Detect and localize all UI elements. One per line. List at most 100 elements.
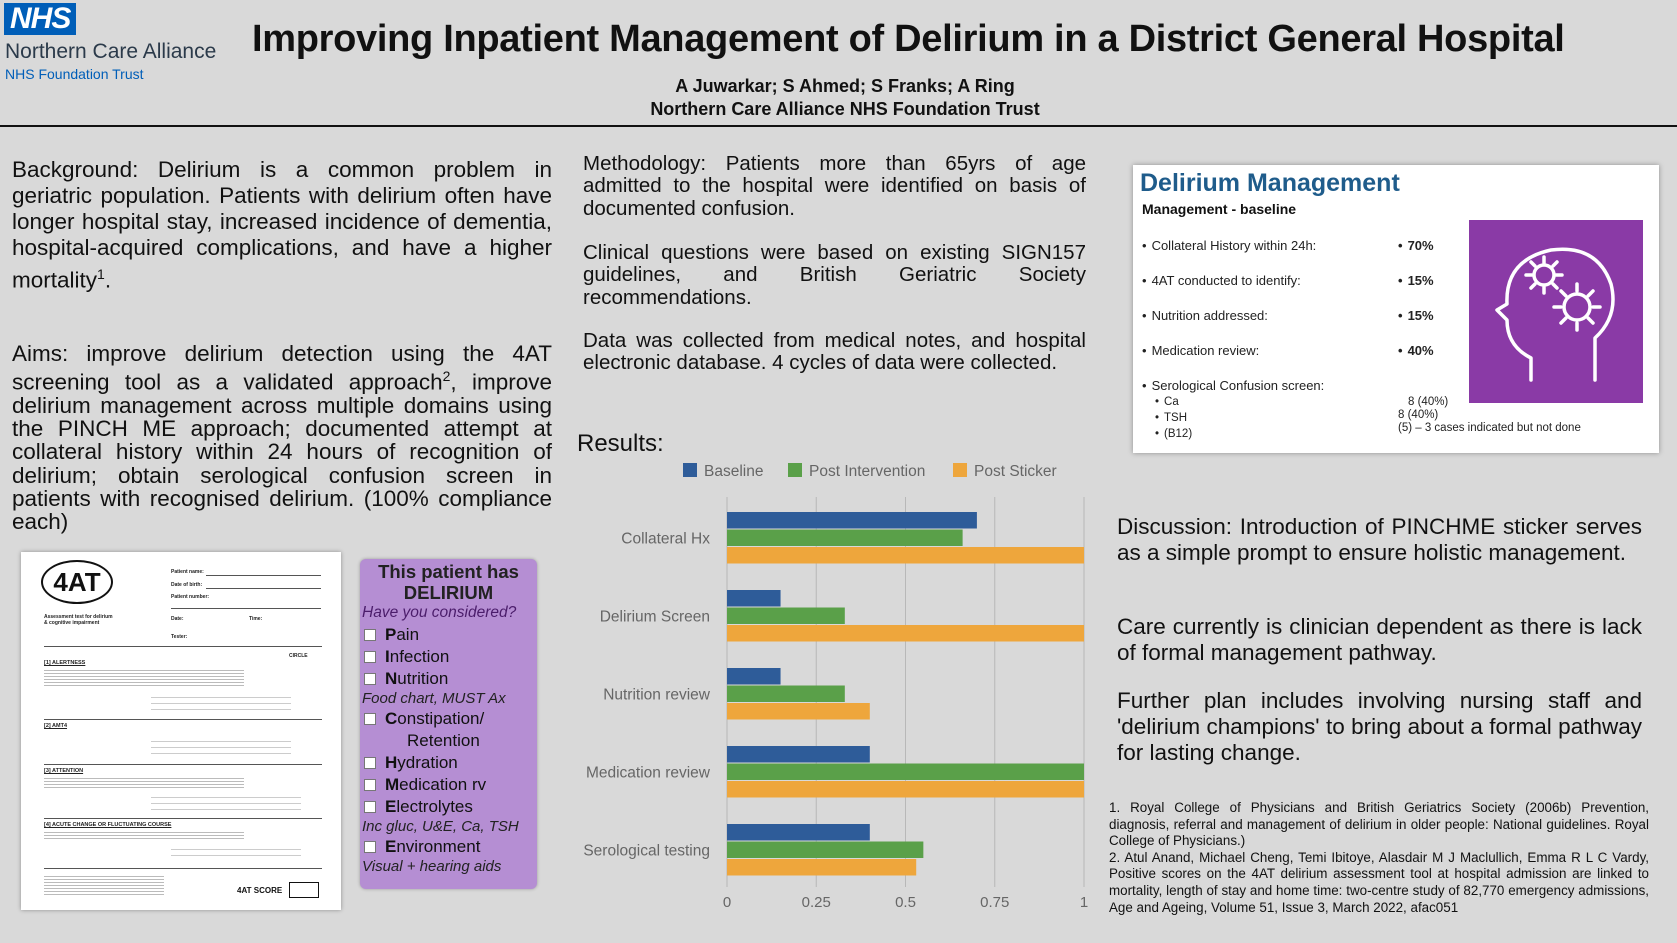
dm-serology-item: TSH	[1155, 412, 1187, 424]
dm-row-value: 40%	[1398, 343, 1434, 358]
poster-title: Improving Inpatient Management of Deliri…	[252, 18, 1565, 60]
discussion-text-2: Care currently is clinician dependent as…	[1117, 614, 1642, 665]
bar	[727, 824, 870, 841]
form-text-block	[151, 736, 291, 758]
delirium-management-box: Delirium Management Management - baselin…	[1133, 165, 1659, 453]
checkbox	[364, 757, 376, 769]
form-line	[171, 608, 321, 609]
form-line	[44, 868, 322, 869]
aims-text: Aims: improve delirium detection using t…	[12, 342, 552, 533]
item-initial: E	[385, 837, 397, 856]
form-text-block	[44, 776, 244, 788]
item-rest: ydration	[397, 753, 458, 772]
methodology-text-1: Methodology: Patients more than 65yrs of…	[583, 152, 1086, 220]
item-initial: H	[385, 753, 398, 772]
sticker-item-nutrition: Nutrition	[364, 669, 448, 689]
sticker-item-pain: Pain	[364, 625, 419, 645]
category-label: Nutrition review	[603, 686, 711, 703]
nhs-logo: NHS	[4, 3, 77, 35]
form-line	[44, 646, 322, 647]
aims-body-a: Aims: improve delirium detection using t…	[12, 341, 552, 395]
methodology-text-2: Clinical questions were based on existin…	[583, 241, 1086, 309]
sticker-item-electrolytes: Electrolytes	[364, 797, 473, 817]
methodology-text-3: Data was collected from medical notes, a…	[583, 329, 1086, 375]
background-sup: 1	[97, 266, 105, 282]
circle-label: CIRCLE	[289, 653, 308, 659]
item-rest: nvironment	[396, 837, 481, 856]
form-text-block	[44, 830, 244, 840]
sticker-question: Have you considered?	[362, 604, 517, 621]
item-initial: I	[385, 647, 390, 666]
form-line	[44, 818, 322, 819]
section-attention: [3] ATTENTION	[44, 768, 84, 774]
tester-label: Tester:	[171, 634, 188, 640]
sticker-item-constipation: Constipation/	[364, 709, 484, 729]
form-text-block	[44, 874, 164, 896]
category-label: Collateral Hx	[621, 530, 710, 547]
category-label: Medication review	[586, 764, 711, 781]
section-amt4: [2] AMT4	[44, 723, 68, 729]
form-text-block	[44, 668, 244, 688]
item-rest: edication rv	[399, 775, 487, 794]
background-body: Background: Delirium is a common problem…	[12, 157, 552, 293]
dm-serology-item: Ca	[1155, 396, 1179, 408]
item-initial: N	[385, 669, 398, 688]
form-text-block	[151, 692, 291, 714]
bar	[727, 607, 845, 624]
checkbox	[364, 801, 376, 813]
authors: A Juwarkar; S Ahmed; S Franks; A Ring	[675, 76, 1015, 96]
dm-title: Delirium Management	[1140, 169, 1400, 197]
bar	[727, 746, 870, 763]
checkbox	[364, 841, 376, 853]
background-text: Background: Delirium is a common problem…	[12, 157, 552, 293]
dm-subtitle: Management - baseline	[1142, 201, 1297, 217]
results-heading: Results:	[577, 430, 664, 457]
legend-swatch	[953, 463, 967, 477]
checkbox	[364, 629, 376, 641]
reference-1: 1. Royal College of Physicians and Briti…	[1109, 800, 1649, 849]
affiliation: Northern Care Alliance NHS Foundation Tr…	[650, 99, 1040, 119]
dm-serology-item: (B12)	[1155, 428, 1192, 440]
bar	[727, 547, 1084, 564]
x-tick-label: 0.5	[895, 894, 916, 911]
org-name: Northern Care Alliance	[5, 40, 217, 63]
sticker-item-hydration: Hydration	[364, 753, 458, 773]
item-initial: E	[385, 797, 397, 816]
sticker-note-food: Food chart, MUST Ax	[362, 690, 506, 707]
header-divider	[0, 125, 1677, 127]
checkbox	[364, 673, 376, 685]
category-label: Delirium Screen	[600, 608, 710, 625]
aims-body-b: , improve delirium management across mul…	[12, 369, 553, 534]
bar	[727, 625, 1084, 642]
bar	[727, 703, 870, 720]
4at-score-box	[289, 882, 319, 898]
legend-swatch	[683, 463, 697, 477]
sticker-item-retention: Retention	[407, 731, 480, 750]
form-line	[44, 719, 322, 720]
x-tick-label: 1	[1080, 894, 1088, 911]
sticker-title-line2: DELIRIUM	[403, 582, 494, 603]
legend-swatch	[788, 463, 802, 477]
form-line	[206, 588, 321, 589]
item-initial: C	[385, 709, 398, 728]
discussion-text-3: Further plan includes involving nursing …	[1117, 688, 1642, 765]
bar	[727, 685, 845, 702]
dm-serology-value: 8 (40%)	[1408, 396, 1449, 408]
bar	[727, 529, 963, 546]
dm-serology-label: Serological Confusion screen:	[1142, 378, 1325, 393]
sticker-item-medication: Medication rv	[364, 775, 486, 795]
item-rest: lectrolytes	[396, 797, 473, 816]
item-initial: M	[385, 775, 400, 794]
dm-row-label: 4AT conducted to identify:	[1142, 273, 1301, 288]
checkbox	[364, 651, 376, 663]
dm-row-value: 70%	[1398, 238, 1434, 253]
nhs-logo-text: NHS	[4, 3, 77, 35]
section-alertness: [1] ALERTNESS	[44, 660, 86, 666]
item-rest: utrition	[397, 669, 449, 688]
form-text-block	[151, 792, 301, 814]
patient-number-label: Patient number:	[171, 594, 210, 600]
sticker-title: This patient has DELIRIUM	[360, 561, 537, 603]
dob-label: Date of birth:	[171, 582, 203, 588]
references: 1. Royal College of Physicians and Briti…	[1109, 800, 1649, 916]
dm-row-value: 15%	[1398, 273, 1434, 288]
